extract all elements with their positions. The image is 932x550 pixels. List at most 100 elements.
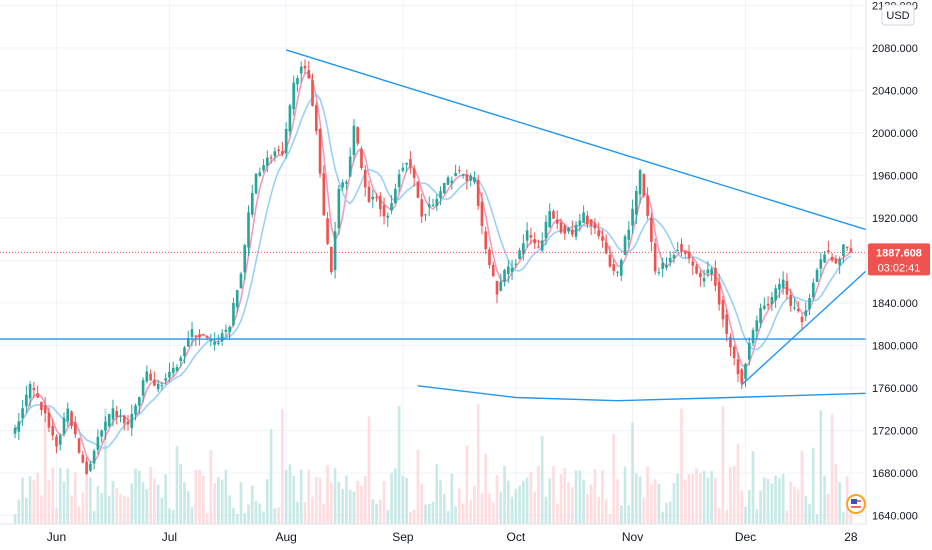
candle-body (744, 363, 747, 379)
volume-bar (450, 473, 454, 524)
candle-body (838, 258, 841, 266)
volume-bar (635, 473, 638, 524)
volume-bar (465, 445, 469, 524)
candle-body (774, 288, 777, 301)
volume-bar (51, 467, 55, 524)
volume-bar (518, 485, 521, 524)
candle-body (137, 396, 141, 406)
candle-body (111, 408, 115, 420)
volume-bar (699, 472, 702, 524)
candle-body (672, 255, 676, 259)
volume-bar (179, 464, 183, 524)
candle-body (702, 278, 706, 282)
volume-bar (401, 475, 405, 524)
candle-body (175, 366, 179, 372)
volume-bar (559, 474, 563, 524)
time-axis-panel[interactable] (0, 524, 932, 550)
volume-bar (811, 447, 815, 524)
candle-body (258, 172, 262, 176)
candle-body (420, 199, 424, 217)
volume-bar (409, 512, 412, 524)
volume-bar (367, 416, 371, 524)
candle-body (461, 174, 465, 176)
candle-body (785, 280, 789, 295)
candle-body (17, 421, 21, 432)
volume-bar (250, 485, 254, 524)
candle-body (759, 307, 762, 324)
candle-body (668, 257, 672, 263)
price-tick-label: 1920.000 (872, 213, 918, 225)
candle-body (450, 180, 454, 184)
volume-bar (488, 493, 491, 524)
volume-bar (96, 485, 100, 524)
candle-body (149, 373, 152, 381)
volume-bar (763, 477, 766, 524)
candle-body (537, 246, 540, 248)
volume-bar (759, 490, 762, 524)
volume-bar (827, 493, 830, 524)
candle-body (375, 197, 378, 199)
volume-bar (130, 483, 134, 524)
price-tick-label: 1840.000 (872, 298, 918, 310)
candle-body (337, 188, 341, 229)
candle-body (13, 427, 17, 434)
volume-bar (676, 473, 680, 524)
price-tick-label: 1680.000 (872, 468, 918, 480)
volume-bar (619, 505, 623, 524)
candle-body (439, 191, 442, 199)
time-tick-label: Sep (392, 530, 414, 544)
time-tick-label: Nov (622, 530, 643, 544)
candle-body (597, 230, 600, 236)
candle-body (179, 357, 183, 361)
volume-bar (638, 476, 642, 524)
candle-body (680, 243, 683, 252)
candle-body (552, 211, 555, 219)
volume-bar (107, 495, 111, 524)
us-flag-icon[interactable] (846, 494, 866, 514)
candle-body (62, 417, 66, 434)
candle-body (627, 229, 631, 240)
volume-bar (672, 482, 676, 524)
volume-bar (461, 503, 465, 524)
volume-bar (292, 475, 296, 524)
volume-bar (198, 469, 201, 524)
last-price-value: 1887.608 (876, 247, 922, 259)
candle-body (239, 273, 243, 289)
volume-bar (164, 474, 167, 524)
candle-body (254, 173, 258, 194)
candle-body (582, 212, 585, 223)
candle-body (442, 182, 446, 194)
volume-bar (601, 470, 604, 524)
candle-body (202, 334, 205, 336)
volume-bar (435, 464, 439, 524)
candle-body (570, 229, 574, 235)
candle-body (288, 105, 292, 132)
volume-bar (382, 481, 386, 524)
candle-body (842, 244, 845, 257)
volume-bar (21, 477, 24, 524)
candle-body (397, 174, 401, 188)
volume-bar (92, 511, 96, 524)
volume-bar (394, 468, 397, 524)
volume-bar (804, 496, 808, 524)
volume-bar (73, 472, 77, 524)
volume-bar (326, 464, 329, 524)
volume-bar (153, 478, 156, 524)
candle-body (277, 149, 280, 152)
volume-bar (126, 497, 130, 524)
volume-bar (371, 499, 375, 524)
volume-bar (781, 473, 785, 524)
volume-bar (642, 497, 646, 524)
volume-bar (363, 476, 367, 524)
candle-body (642, 173, 646, 196)
candle-body (638, 170, 642, 195)
time-tick-label: Oct (506, 530, 525, 544)
volume-bar (668, 501, 672, 524)
volume-bar (145, 488, 149, 524)
volume-bar (175, 446, 179, 524)
candle-body (130, 413, 134, 429)
volume-bar (194, 469, 198, 524)
currency-button[interactable]: USD (881, 4, 915, 26)
candle-body (330, 246, 333, 272)
